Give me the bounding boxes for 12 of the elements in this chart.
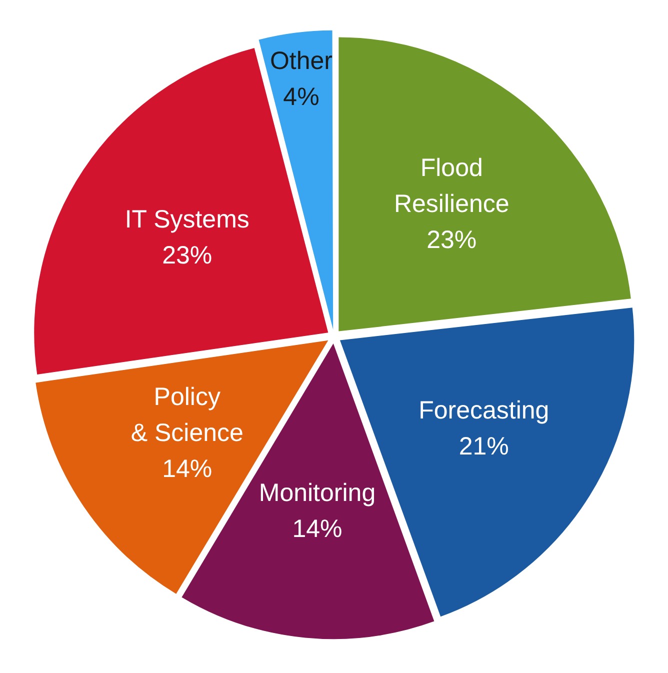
data-label: 14% (292, 514, 342, 543)
data-label: 4% (283, 82, 320, 111)
slice-label: Monitoring (258, 478, 376, 507)
data-label: 23% (426, 226, 477, 254)
slice-label: Flood Resilience (394, 154, 510, 218)
slice-label: Other (270, 46, 333, 75)
slice-label: IT Systems (124, 206, 250, 234)
slice-label: Policy & Science (130, 383, 244, 448)
data-label: 21% (458, 432, 509, 460)
data-label: 23% (162, 242, 212, 270)
slice-label: Forecasting (418, 396, 550, 424)
data-label: 14% (162, 455, 212, 484)
